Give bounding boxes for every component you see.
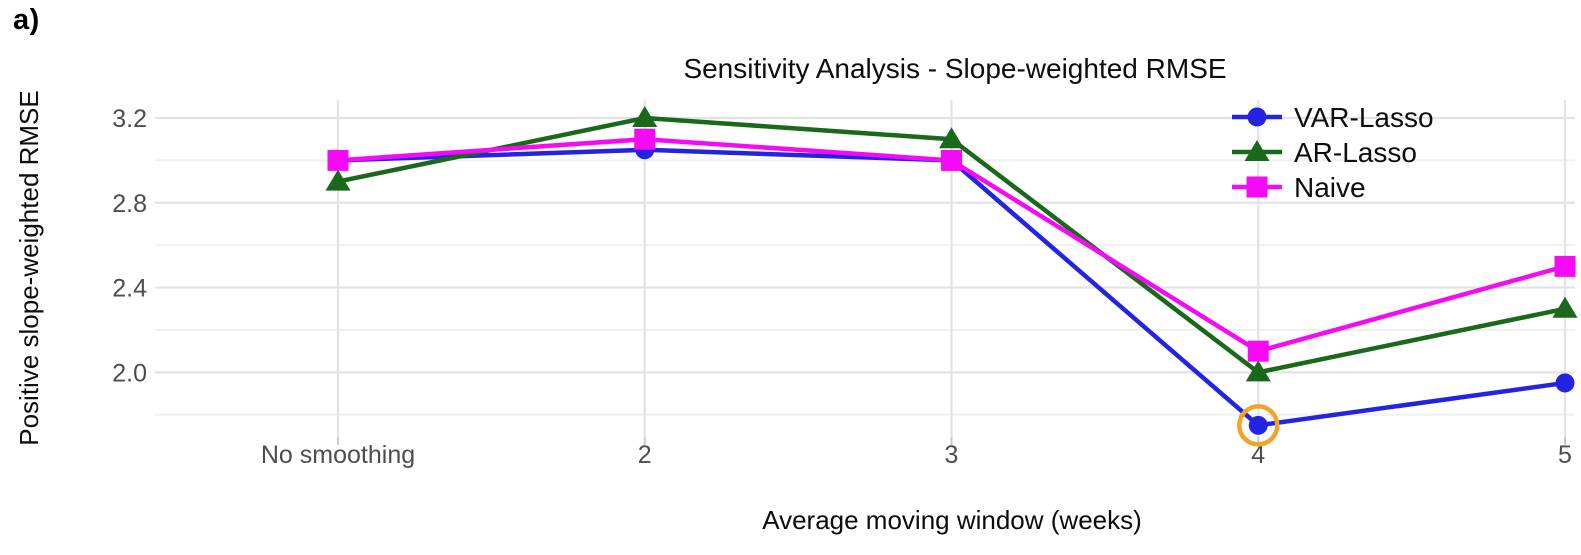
legend-label-AR-Lasso: AR-Lasso [1294,137,1417,168]
data-point-AR-Lasso-5 [1552,296,1578,318]
data-point-Naive-4 [1247,340,1269,362]
legend-label-Naive: Naive [1294,172,1366,203]
y-tick-label-2: 2.0 [112,359,147,387]
data-point-VAR-Lasso-5 [1555,373,1575,393]
x-axis-title: Average moving window (weeks) [762,505,1142,535]
x-tick-label-5: 5 [1558,441,1572,469]
data-point-AR-Lasso-2 [632,106,658,128]
y-tick-label-3.2: 3.2 [112,105,147,133]
x-tick-label-2: 2 [638,441,652,469]
data-point-Naive-No smoothing [327,149,349,171]
data-point-Naive-2 [634,128,656,150]
legend-square-icon [1246,176,1268,198]
data-point-Naive-5 [1554,255,1576,277]
legend-triangle-icon [1244,140,1270,161]
x-tick-label-3: 3 [945,441,959,469]
legend-label-VAR-Lasso: VAR-Lasso [1294,102,1434,133]
data-point-VAR-Lasso-4 [1248,415,1268,435]
data-point-Naive-3 [941,149,962,171]
data-point-AR-Lasso-3 [939,127,964,149]
legend-circle-icon [1247,107,1267,127]
x-tick-label-4: 4 [1251,441,1265,469]
panel-label: a) [13,4,40,36]
x-tick-label-No smoothing: No smoothing [261,441,415,469]
chart-title: Sensitivity Analysis - Slope-weighted RM… [683,53,1226,84]
y-axis-title: Positive slope-weighted RMSE [14,90,44,446]
annotation-highlight-circle [1237,404,1280,447]
data-point-AR-Lasso-4 [1245,360,1271,382]
y-tick-label-2.8: 2.8 [112,190,147,218]
y-tick-label-2.4: 2.4 [112,275,147,303]
data-point-AR-Lasso-No smoothing [325,169,351,191]
